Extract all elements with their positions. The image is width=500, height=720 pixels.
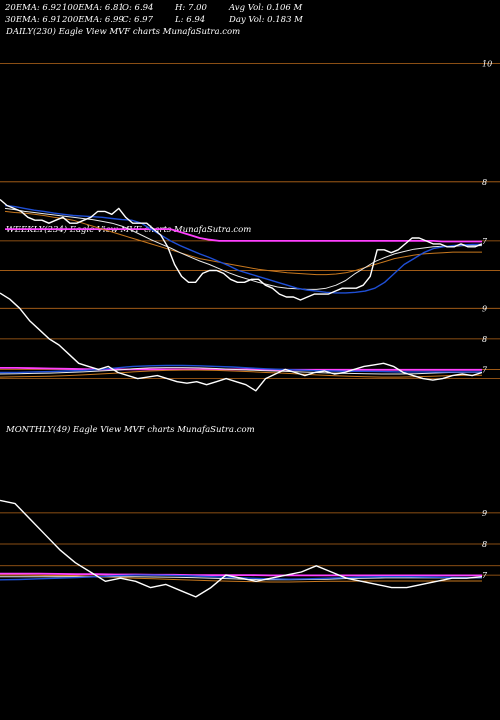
daily-level-label: 8: [482, 178, 487, 187]
monthly-ema-mid-line: [0, 576, 482, 581]
daily-ema-mid-line: [4, 207, 482, 290]
header-dayvol: Day Vol: 0.183 M: [229, 15, 303, 25]
monthly-level-label: 9: [482, 509, 487, 518]
monthly-ema-long-line: [0, 574, 482, 583]
header-ema20: 20EMA: 6.92: [5, 3, 62, 13]
daily-level-label: 7: [482, 237, 488, 246]
daily-price-line: [0, 198, 483, 301]
weekly-ema-long-line: [0, 369, 482, 378]
monthly-price-line: [0, 499, 483, 598]
weekly-level-label: 8: [482, 335, 487, 344]
header-high: H: 7.00: [175, 3, 207, 13]
weekly-level-label: 7: [482, 365, 488, 374]
daily-ema-longest-line: [5, 228, 482, 243]
daily-ema-long-line: [4, 210, 482, 276]
header-close: C: 6.97: [122, 15, 153, 25]
weekly-level-label: 9: [482, 304, 487, 313]
monthly-level-label: 8: [482, 540, 487, 549]
daily-ema-short-line: [4, 204, 482, 294]
daily-level-label: 10: [482, 60, 492, 69]
monthly-ema-longest-line: [0, 572, 482, 577]
header-ema200: 200EMA: 6.99: [62, 15, 124, 25]
daily-panel-label: DAILY(230) Eagle View MVF charts MunafaS…: [6, 27, 241, 37]
monthly-level-label: 7: [482, 571, 488, 580]
weekly-price-line: [0, 292, 483, 392]
header-ema100: 100EMA: 6.81: [62, 3, 124, 13]
header-low: L: 6.94: [175, 15, 206, 25]
weekly-ema-mid-line: [0, 367, 482, 375]
header-ema30: 30EMA: 6.91: [5, 15, 62, 25]
header-avgvol: Avg Vol: 0.106 M: [229, 3, 303, 13]
header-open: O: 6.94: [122, 3, 154, 13]
monthly-panel-label: MONTHLY(49) Eagle View MVF charts Munafa…: [6, 425, 255, 435]
